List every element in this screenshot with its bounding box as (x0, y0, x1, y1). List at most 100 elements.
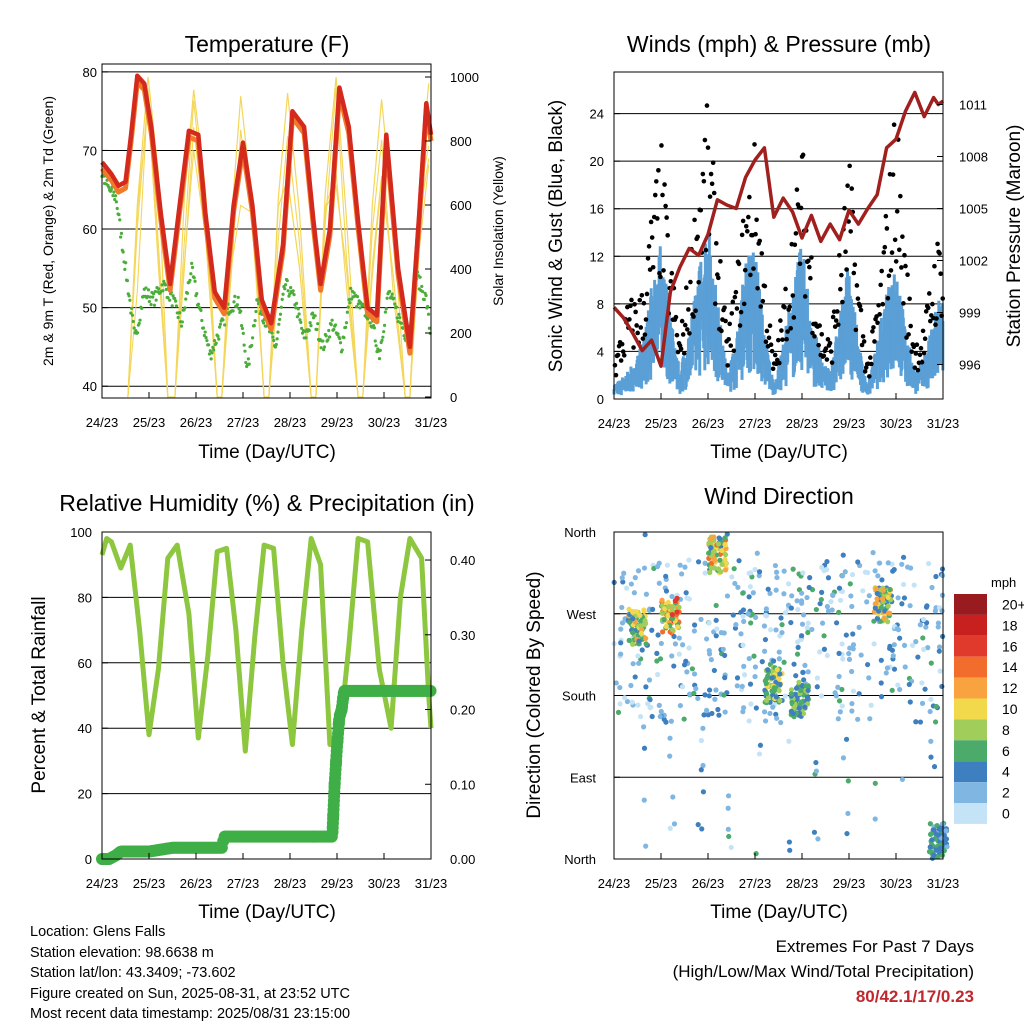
direction-point (700, 762, 706, 769)
gust-point (778, 318, 783, 323)
gust-point (878, 282, 883, 288)
dewpoint-point (137, 321, 141, 325)
direction-point (637, 612, 643, 619)
legend-label: 6 (1002, 743, 1010, 759)
direction-point (850, 646, 856, 652)
direction-point (769, 675, 775, 681)
direction-point (781, 659, 787, 665)
temperature-title: Temperature (F) (185, 31, 350, 57)
gust-point (621, 353, 627, 358)
direction-point (878, 680, 884, 686)
direction-point (761, 648, 768, 654)
direction-point (845, 810, 851, 817)
dewpoint-point (296, 307, 300, 311)
x-tick-label: 25/23 (645, 876, 678, 891)
gust-point (805, 258, 811, 264)
direction-point (871, 641, 877, 647)
direction-point (817, 649, 823, 655)
x-tick-label: 30/23 (368, 876, 401, 891)
extremes-values: 80/42.1/17/0.23 (855, 987, 974, 1006)
y-tick-label: 0 (597, 392, 604, 407)
dewpoint-point (286, 289, 290, 293)
dewpoint-point (201, 326, 206, 330)
x-tick-label: 28/23 (786, 416, 819, 431)
direction-point (935, 624, 941, 630)
direction-point (729, 574, 735, 580)
gust-point (802, 294, 808, 299)
direction-point (870, 550, 876, 556)
gust-point (853, 327, 859, 333)
y-tick-label: 40 (78, 721, 92, 736)
gust-point (632, 302, 637, 307)
dewpoint-point (232, 300, 236, 304)
direction-point (773, 587, 779, 593)
gust-point (922, 336, 928, 342)
gust-point (679, 318, 685, 324)
dewpoint-point (272, 338, 276, 343)
direction-point (765, 667, 771, 673)
direction-point (931, 827, 937, 833)
winds-right-axis-label: Station Pressure (Maroon) (1004, 125, 1024, 348)
direction-point (942, 839, 948, 846)
direction-point (654, 658, 660, 664)
direction-point (811, 829, 818, 835)
dewpoint-point (113, 197, 117, 202)
direction-point (910, 642, 916, 649)
direction-point (703, 636, 710, 642)
direction-point (925, 645, 931, 651)
direction-point (885, 560, 891, 566)
y2-tick-label: 999 (959, 306, 981, 321)
dewpoint-point (309, 324, 313, 328)
direction-point (818, 693, 825, 699)
winds-panel: Winds (mph) & Pressure (mb) 0 4 8 12 16 20 24 9… (546, 31, 1024, 463)
direction-point (689, 666, 695, 672)
x-tick-label: 27/23 (739, 876, 772, 891)
gust-point (730, 299, 736, 305)
legend-swatch (954, 594, 987, 615)
direction-point (874, 615, 881, 621)
direction-point (740, 607, 747, 613)
dewpoint-point (170, 304, 174, 308)
direction-point (846, 656, 853, 662)
dewpoint-point (131, 319, 135, 324)
gust-point (654, 179, 659, 184)
gust-point (652, 192, 658, 198)
gust-point (783, 286, 788, 292)
legend-swatch (954, 803, 987, 824)
direction-point (756, 569, 763, 575)
gust-point (656, 168, 661, 173)
dewpoint-point (352, 291, 356, 295)
direction-point (761, 709, 768, 715)
direction-point (926, 560, 932, 567)
direction-point (712, 696, 718, 702)
direction-point (801, 677, 807, 683)
dewpoint-point (275, 337, 279, 341)
dewpoint-point (349, 286, 353, 290)
x-tick-label: 27/23 (227, 415, 260, 430)
direction-point (835, 716, 841, 722)
gust-point (755, 285, 760, 291)
gust-point (645, 256, 651, 261)
gust-point (852, 262, 858, 268)
gust-point (681, 351, 687, 356)
dewpoint-point (380, 338, 384, 343)
gust-point (646, 244, 652, 249)
gust-point (722, 305, 727, 310)
dewpoint-point (236, 295, 240, 299)
dewpoint-point (195, 292, 199, 296)
direction-point (724, 593, 731, 599)
winds-series (612, 90, 946, 396)
gust-point (938, 271, 943, 276)
dewpoint-point (346, 305, 350, 309)
direction-point (748, 620, 754, 626)
direction-point (778, 615, 784, 621)
x-tick-label: 24/23 (86, 876, 119, 891)
direction-point (840, 656, 846, 662)
direction-point (803, 683, 809, 689)
dewpoint-point (356, 302, 360, 306)
dewpoint-point (426, 304, 430, 309)
direction-point (778, 719, 784, 726)
direction-point (776, 676, 782, 682)
x-tick-label: 25/23 (645, 416, 678, 431)
gust-point (698, 207, 704, 213)
